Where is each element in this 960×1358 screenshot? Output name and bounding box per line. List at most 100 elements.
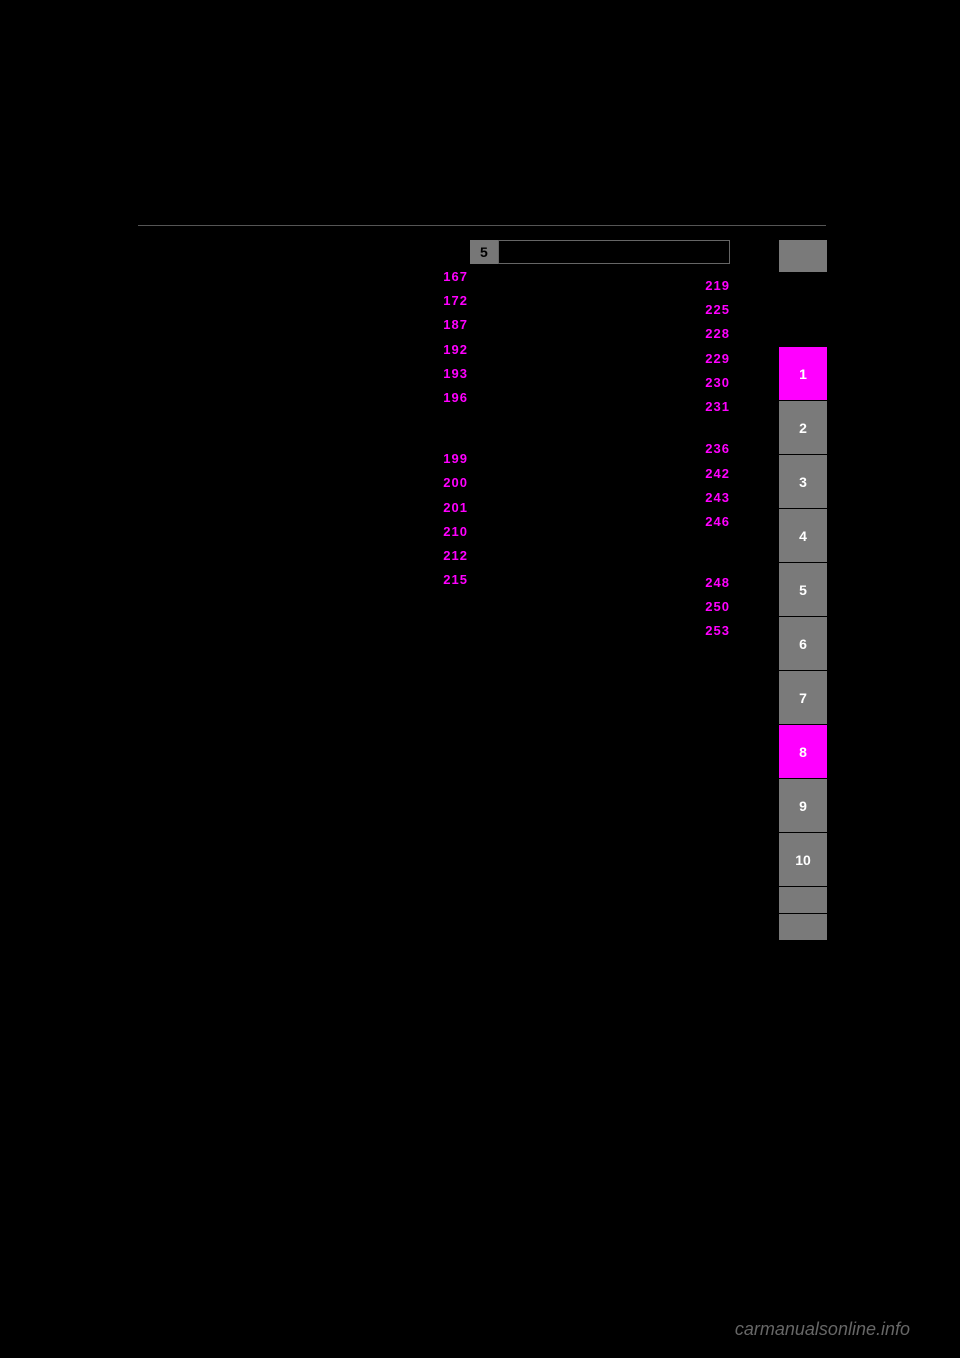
toc-page-link[interactable]: 231 — [705, 399, 730, 414]
toc-list-left2: Power (ignition) switch199EV drive mode2… — [138, 451, 468, 590]
toc-item[interactable]: Cruise control236 — [470, 441, 730, 459]
toc-text: RSA (Road Sign Assist) — [470, 375, 705, 393]
toc-text: Parking brake — [138, 548, 443, 566]
toc-item[interactable]: Utility vehicle precautions253 — [470, 623, 730, 641]
toc-page-link[interactable]: 201 — [443, 500, 468, 515]
toc-text: Trailer towing (vehicles with towing pac… — [138, 366, 443, 384]
toc-page-link[interactable]: 193 — [443, 366, 468, 381]
toc-page-link[interactable]: 242 — [705, 466, 730, 481]
toc-item[interactable]: Dynamic radar cruise control with full-s… — [470, 399, 730, 435]
toc-item[interactable]: Dinghy towing196 — [138, 390, 468, 408]
toc-page-link[interactable]: 248 — [705, 575, 730, 590]
toc-item[interactable]: LDA (Lane Departure Alert)229 — [470, 351, 730, 369]
toc-list-left: Driving the vehicle167 Cargo and luggage1… — [138, 269, 468, 408]
toc-text: Toyota Safety Sense 2.0 — [470, 278, 705, 296]
toc-item[interactable]: Hybrid vehicle driving tips248 — [470, 575, 730, 593]
toc-page-link[interactable]: 225 — [705, 302, 730, 317]
toc-item[interactable]: LTA (Lane Tracing Assist)228 — [470, 326, 730, 344]
toc-page-link[interactable]: 246 — [705, 514, 730, 529]
toc-item[interactable]: Trailer towing (vehicles without towing … — [138, 342, 468, 360]
right-column: 5 Using the driving support systems Toyo… — [470, 240, 730, 648]
toc-page-link[interactable]: 215 — [443, 572, 468, 587]
toc-item[interactable]: Toyota Safety Sense 2.0219 — [470, 278, 730, 296]
toc-page-link[interactable]: 187 — [443, 317, 468, 332]
chapter-tab-2[interactable]: 2 — [779, 401, 827, 454]
toc-item[interactable]: RSA (Road Sign Assist)230 — [470, 375, 730, 393]
toc-item[interactable]: Parking brake212 — [138, 548, 468, 566]
toc-text: Hybrid transmission — [138, 500, 443, 518]
section-title-boxed: Using the driving support systems — [498, 240, 730, 264]
toc-item[interactable]: Driving assist systems246 — [470, 514, 730, 532]
chapter-tab-4[interactable]: 4 — [779, 509, 827, 562]
toc-text: Driving the vehicle — [138, 269, 443, 287]
chapter-tab-1[interactable]: 1 — [779, 347, 827, 400]
chapter-tab-5[interactable]: 5 — [779, 563, 827, 616]
toc-page-link[interactable]: 167 — [443, 269, 468, 284]
section-title: Driving tips — [470, 550, 730, 565]
toc-item[interactable]: Turn signal lever210 — [138, 524, 468, 542]
chapter-tab-7[interactable]: 7 — [779, 671, 827, 724]
toc-item[interactable]: Trailer towing (vehicles with towing pac… — [138, 366, 468, 384]
toc-text: LDA (Lane Departure Alert) — [470, 351, 705, 369]
toc-item[interactable]: PCS (Pre-Collision System)225 — [470, 302, 730, 320]
toc-text: Brake Hold — [138, 572, 443, 590]
toc-page-link[interactable]: 228 — [705, 326, 730, 341]
section-number: 5 — [470, 240, 498, 264]
toc-page-link[interactable]: 229 — [705, 351, 730, 366]
chapter-tab-3[interactable]: 3 — [779, 455, 827, 508]
toc-text: Hybrid vehicle driving tips — [470, 575, 705, 593]
toc-page-link[interactable]: 253 — [705, 623, 730, 638]
chapter-tab-8[interactable]: 8 — [779, 725, 827, 778]
divider — [138, 225, 826, 226]
toc-page-link[interactable]: 219 — [705, 278, 730, 293]
page-number: 165 — [785, 160, 808, 176]
toc-text: Trailer towing (vehicles without towing … — [138, 342, 443, 360]
toc-page-link[interactable]: 210 — [443, 524, 468, 539]
toc-item[interactable]: Intuitive parking assist243 — [470, 490, 730, 508]
toc-text: Power (ignition) switch — [138, 451, 443, 469]
toc-page-link[interactable]: 212 — [443, 548, 468, 563]
toc-item[interactable]: Hybrid transmission201 — [138, 500, 468, 518]
toc-text: Vehicle load limits — [138, 317, 443, 335]
left-column: Before driving Driving the vehicle167 Car… — [138, 240, 468, 596]
chapter-tabs: 12345678910 — [779, 347, 827, 941]
toc-page-link[interactable]: 192 — [443, 342, 468, 357]
toc-page-link[interactable]: 172 — [443, 293, 468, 308]
toc-text: EV drive mode — [138, 475, 443, 493]
tab-spacer — [779, 887, 827, 913]
chapter-tab-9[interactable]: 9 — [779, 779, 827, 832]
toc-page-link[interactable]: 250 — [705, 599, 730, 614]
toc-text: Driving mode select switch — [470, 466, 705, 484]
toc-item[interactable]: Driving the vehicle167 — [138, 269, 468, 287]
tab-spacer — [779, 914, 827, 940]
toc-item[interactable]: Power (ignition) switch199 — [138, 451, 468, 469]
toc-text: Dynamic radar cruise control with full-s… — [470, 399, 705, 435]
watermark: carmanualsonline.info — [735, 1319, 910, 1340]
header-tab-box — [779, 240, 827, 272]
toc-page-link[interactable]: 230 — [705, 375, 730, 390]
toc-item[interactable]: Winter driving tips250 — [470, 599, 730, 617]
toc-item[interactable]: Brake Hold215 — [138, 572, 468, 590]
toc-page-link[interactable]: 200 — [443, 475, 468, 490]
toc-text: Utility vehicle precautions — [470, 623, 705, 641]
toc-item[interactable]: Cargo and luggage172 — [138, 293, 468, 311]
chapter-tab-10[interactable]: 10 — [779, 833, 827, 886]
toc-text: PCS (Pre-Collision System) — [470, 302, 705, 320]
toc-item[interactable]: Vehicle load limits187 — [138, 317, 468, 335]
toc-page-link[interactable]: 199 — [443, 451, 468, 466]
section-title: Driving procedures — [138, 426, 468, 441]
section-header-box: 5 Using the driving support systems — [470, 240, 730, 264]
toc-page-link[interactable]: 243 — [705, 490, 730, 505]
toc-text: Dinghy towing — [138, 390, 443, 408]
chapter-tab-6[interactable]: 6 — [779, 617, 827, 670]
toc-text: Cruise control — [470, 441, 705, 459]
toc-page-link[interactable]: 196 — [443, 390, 468, 405]
toc-item[interactable]: Driving mode select switch242 — [470, 466, 730, 484]
toc-text: Driving assist systems — [470, 514, 705, 532]
toc-text: LTA (Lane Tracing Assist) — [470, 326, 705, 344]
section-title: Before driving — [138, 244, 468, 259]
toc-page-link[interactable]: 236 — [705, 441, 730, 456]
toc-list-right: Toyota Safety Sense 2.0219PCS (Pre-Colli… — [470, 278, 730, 532]
toc-text: Winter driving tips — [470, 599, 705, 617]
toc-item[interactable]: EV drive mode200 — [138, 475, 468, 493]
